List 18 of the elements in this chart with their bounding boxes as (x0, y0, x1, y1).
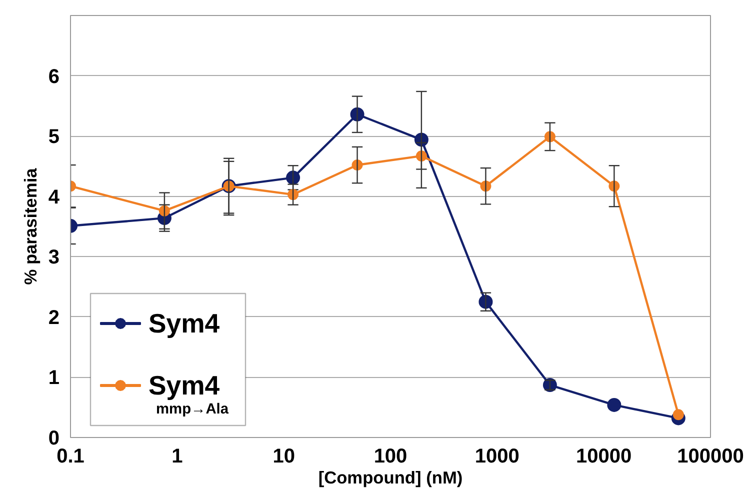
y-tick-label: 4 (48, 186, 60, 208)
y-tick-label: 6 (48, 66, 60, 88)
x-tick-label: 100000 (677, 446, 744, 468)
y-tick-label: 3 (48, 246, 60, 269)
legend-label: Sym4mmp→Ala (148, 370, 230, 418)
y-axis-title: % parasitemia (20, 168, 40, 285)
x-tick-label: 0.1 (56, 446, 84, 468)
y-tick-label: 1 (48, 367, 60, 390)
x-tick-label: 10000 (576, 446, 632, 468)
y-tick-label: 5 (48, 126, 60, 148)
x-tick-label: 100 (374, 446, 408, 468)
x-axis-title: [Compound] (nM) (318, 468, 463, 488)
y-tick-label: 0 (48, 428, 60, 450)
x-tick-label: 1000 (474, 446, 520, 468)
legend-label: Sym4 (148, 308, 220, 338)
x-tick-label: 10 (272, 446, 295, 468)
x-tick-label: 1 (172, 446, 183, 468)
y-tick-label: 2 (48, 306, 60, 329)
